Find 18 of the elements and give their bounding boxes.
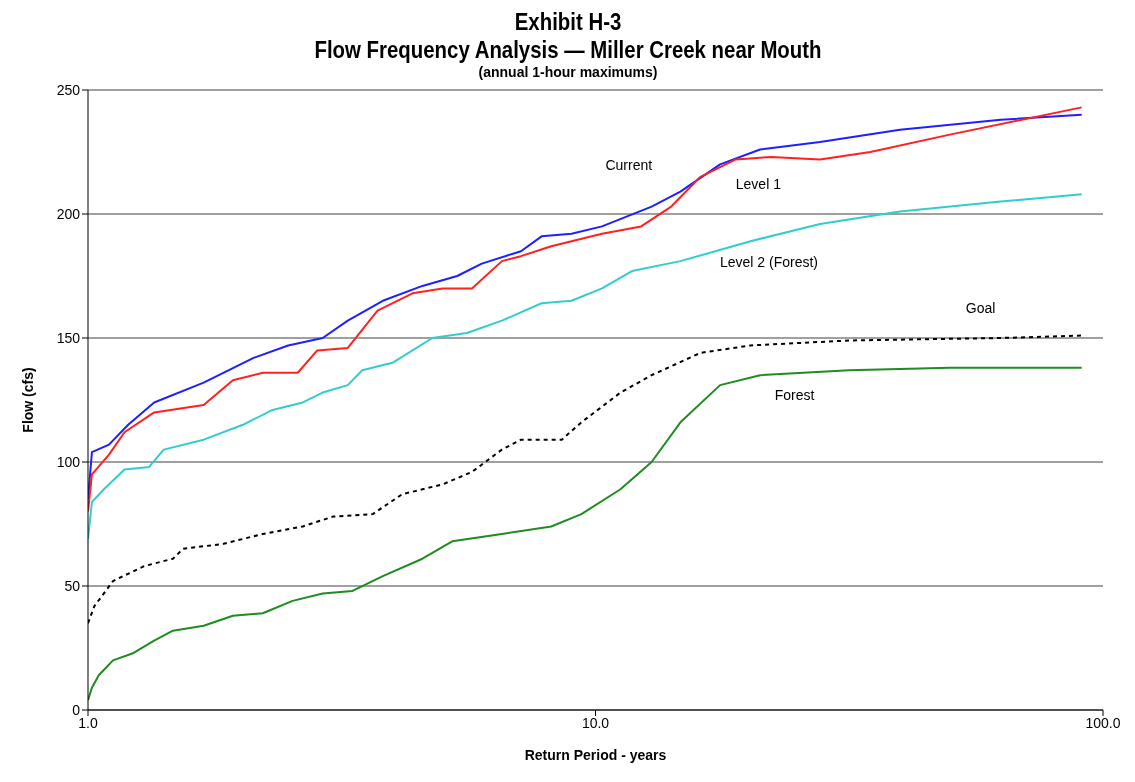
y-tick-label: 250 <box>56 81 81 98</box>
text: Current <box>605 156 653 173</box>
series-label: Goal <box>965 300 996 316</box>
y-tick-label: 0 <box>72 701 81 718</box>
y-tick-label: 200 <box>56 205 81 222</box>
series-label: Forest <box>774 386 815 403</box>
y-tick-label: 100 <box>56 453 81 470</box>
x-axis-title: Return Period - years <box>524 747 667 763</box>
y-tick-label: 150 <box>56 329 81 346</box>
series-label: Level 1 <box>735 176 782 193</box>
y-axis-title: Flow (cfs) <box>19 367 36 433</box>
x-tick-label: 1.0 <box>78 714 98 731</box>
y-tick-label: 50 <box>64 577 81 594</box>
x-tick-label: 10.0 <box>581 714 610 731</box>
chart-title: Exhibit H-3 Flow Frequency Analysis — Miller Creek near Mouth <box>313 8 823 64</box>
chart-subtitle: (annual 1-hour maximums) <box>477 64 659 80</box>
series-label: Level 2 (Forest) <box>719 253 818 270</box>
x-tick-label: 100.0 <box>1085 714 1121 731</box>
